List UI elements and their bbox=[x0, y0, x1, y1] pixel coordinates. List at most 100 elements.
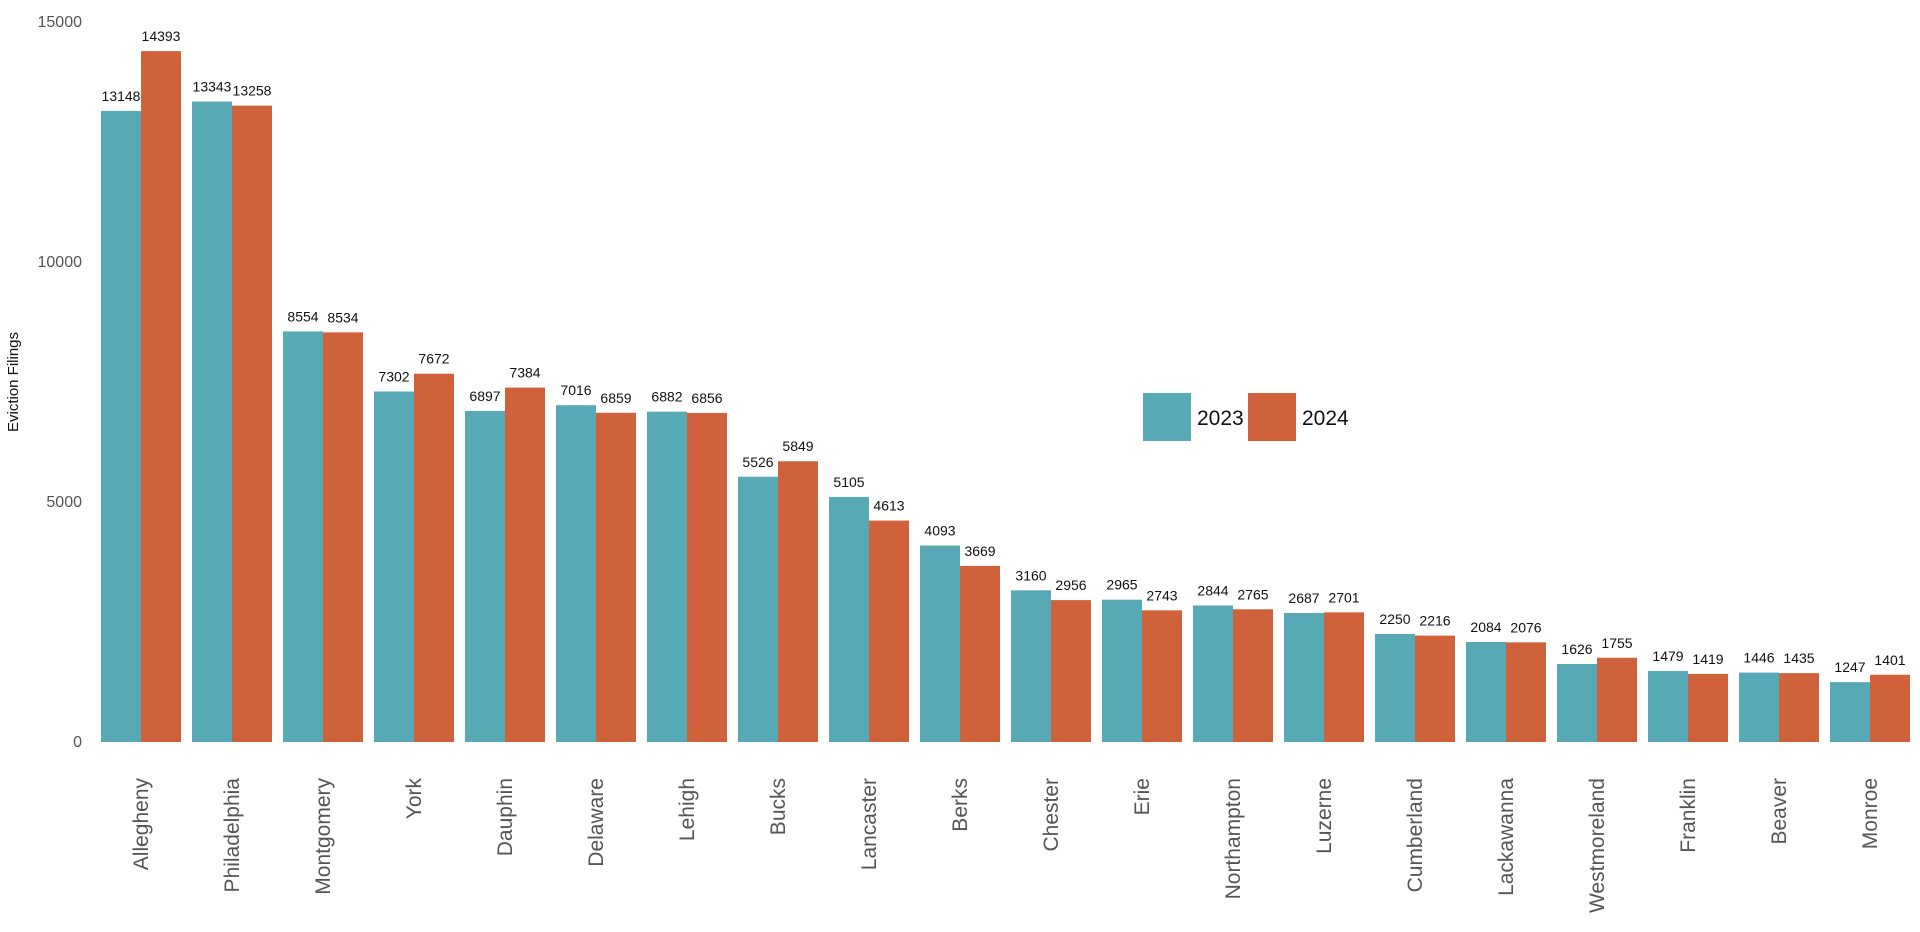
y-tick-label: 0 bbox=[73, 734, 82, 751]
category-label-dauphin: Dauphin bbox=[494, 778, 517, 856]
value-label-2023-cumberland: 2250 bbox=[1379, 611, 1410, 627]
y-axis-ticks: 0 5000 10000 15000 bbox=[38, 14, 83, 751]
category-label-allegheny: Allegheny bbox=[130, 778, 153, 871]
category-label-lehigh: Lehigh bbox=[676, 778, 699, 841]
bar-2023-cumberland bbox=[1375, 634, 1415, 742]
bar-2023-allegheny bbox=[101, 110, 141, 742]
value-label-2024-montgomery: 8534 bbox=[327, 309, 358, 325]
value-label-2024-bucks: 5849 bbox=[782, 438, 813, 454]
category-label-beaver: Beaver bbox=[1768, 778, 1791, 845]
value-label-2024-luzerne: 2701 bbox=[1328, 589, 1359, 605]
value-label-2024-chester: 2956 bbox=[1055, 577, 1086, 593]
legend: 2023 2024 bbox=[1143, 393, 1349, 441]
category-labels: Allegheny Philadelphia Montgomery York Dauph… bbox=[130, 778, 1882, 914]
value-label-2023-philadelphia: 13343 bbox=[193, 79, 232, 95]
value-label-2024-lancaster: 4613 bbox=[873, 498, 904, 514]
bar-2023-lehigh bbox=[647, 411, 687, 742]
category-label-westmoreland: Westmoreland bbox=[1586, 778, 1609, 913]
bar-2023-erie bbox=[1102, 599, 1142, 742]
bar-2024-allegheny bbox=[141, 51, 181, 743]
bar-2023-westmoreland bbox=[1557, 663, 1597, 742]
bar-2023-york bbox=[374, 391, 414, 742]
category-label-monroe: Monroe bbox=[1859, 778, 1882, 849]
category-label-erie: Erie bbox=[1131, 778, 1154, 815]
bar-2023-philadelphia bbox=[192, 101, 232, 742]
bar-2024-york bbox=[414, 373, 454, 742]
value-label-2023-bucks: 5526 bbox=[742, 454, 773, 470]
bar-2024-westmoreland bbox=[1597, 657, 1637, 742]
bar-2023-beaver bbox=[1739, 672, 1779, 742]
bar-2024-cumberland bbox=[1415, 635, 1455, 742]
value-label-2024-lehigh: 6856 bbox=[691, 390, 722, 406]
value-label-2024-philadelphia: 13258 bbox=[233, 83, 272, 99]
value-label-2023-lehigh: 6882 bbox=[651, 389, 682, 405]
category-label-bucks: Bucks bbox=[767, 778, 790, 835]
category-label-lackawanna: Lackawanna bbox=[1495, 778, 1518, 896]
category-label-lancaster: Lancaster bbox=[858, 778, 881, 870]
category-label-chester: Chester bbox=[1040, 778, 1063, 852]
value-label-2024-westmoreland: 1755 bbox=[1601, 635, 1632, 651]
value-label-2024-dauphin: 7384 bbox=[509, 365, 540, 381]
legend-swatch-2023 bbox=[1143, 393, 1191, 441]
bar-2024-franklin bbox=[1688, 673, 1728, 742]
value-label-2024-northampton: 2765 bbox=[1237, 586, 1268, 602]
bar-2024-erie bbox=[1142, 610, 1182, 742]
bar-2023-montgomery bbox=[283, 331, 323, 742]
value-label-2023-york: 7302 bbox=[378, 369, 409, 385]
value-label-2024-beaver: 1435 bbox=[1783, 650, 1814, 666]
bar-2023-luzerne bbox=[1284, 613, 1324, 742]
value-label-2023-lackawanna: 2084 bbox=[1470, 619, 1501, 635]
value-label-2023-franklin: 1479 bbox=[1652, 648, 1683, 664]
bar-2024-philadelphia bbox=[232, 105, 272, 743]
category-label-delaware: Delaware bbox=[585, 778, 608, 867]
value-label-2023-erie: 2965 bbox=[1106, 577, 1137, 593]
value-label-2024-york: 7672 bbox=[418, 351, 449, 367]
bar-2023-monroe bbox=[1830, 682, 1870, 742]
bar-2023-berks bbox=[920, 545, 960, 742]
y-tick-label: 15000 bbox=[38, 14, 83, 31]
bar-2023-chester bbox=[1011, 590, 1051, 742]
bar-2023-lancaster bbox=[829, 496, 869, 742]
category-label-cumberland: Cumberland bbox=[1404, 778, 1427, 892]
value-label-2024-allegheny: 14393 bbox=[142, 28, 181, 44]
value-label-2023-beaver: 1446 bbox=[1743, 650, 1774, 666]
value-label-2023-westmoreland: 1626 bbox=[1561, 641, 1592, 657]
y-tick-label: 10000 bbox=[38, 254, 83, 271]
value-label-2023-luzerne: 2687 bbox=[1288, 590, 1319, 606]
value-label-2023-chester: 3160 bbox=[1015, 567, 1046, 583]
bar-2023-bucks bbox=[738, 476, 778, 742]
value-label-2024-berks: 3669 bbox=[964, 543, 995, 559]
category-label-york: York bbox=[403, 778, 426, 820]
bar-2024-lancaster bbox=[869, 520, 909, 742]
bar-2024-chester bbox=[1051, 600, 1091, 742]
bar-2024-lackawanna bbox=[1506, 642, 1546, 742]
value-label-2023-monroe: 1247 bbox=[1834, 659, 1865, 675]
bar-2024-delaware bbox=[596, 412, 636, 742]
category-label-franklin: Franklin bbox=[1677, 778, 1700, 853]
category-label-berks: Berks bbox=[949, 778, 972, 832]
bar-2024-berks bbox=[960, 565, 1000, 742]
value-label-2023-lancaster: 5105 bbox=[833, 474, 864, 490]
category-label-northampton: Northampton bbox=[1222, 778, 1245, 899]
category-label-montgomery: Montgomery bbox=[312, 778, 335, 895]
bar-2023-delaware bbox=[556, 405, 596, 742]
value-label-2024-monroe: 1401 bbox=[1874, 652, 1905, 668]
value-label-2024-delaware: 6859 bbox=[600, 390, 631, 406]
y-tick-label: 5000 bbox=[46, 494, 82, 511]
value-label-2023-montgomery: 8554 bbox=[287, 308, 318, 324]
value-label-2024-lackawanna: 2076 bbox=[1510, 619, 1541, 635]
bar-2023-lackawanna bbox=[1466, 641, 1506, 742]
category-label-luzerne: Luzerne bbox=[1313, 778, 1336, 854]
legend-swatch-2024 bbox=[1248, 393, 1296, 441]
bar-2024-monroe bbox=[1870, 674, 1910, 742]
bar-2024-montgomery bbox=[323, 332, 363, 742]
bar-2024-northampton bbox=[1233, 609, 1273, 742]
value-label-2023-berks: 4093 bbox=[924, 523, 955, 539]
value-label-2023-northampton: 2844 bbox=[1197, 582, 1228, 598]
value-label-2024-cumberland: 2216 bbox=[1419, 613, 1450, 629]
y-axis-title: Eviction Filings bbox=[5, 332, 22, 432]
bar-2024-luzerne bbox=[1324, 612, 1364, 742]
bar-2023-northampton bbox=[1193, 605, 1233, 742]
bar-2024-lehigh bbox=[687, 412, 727, 742]
